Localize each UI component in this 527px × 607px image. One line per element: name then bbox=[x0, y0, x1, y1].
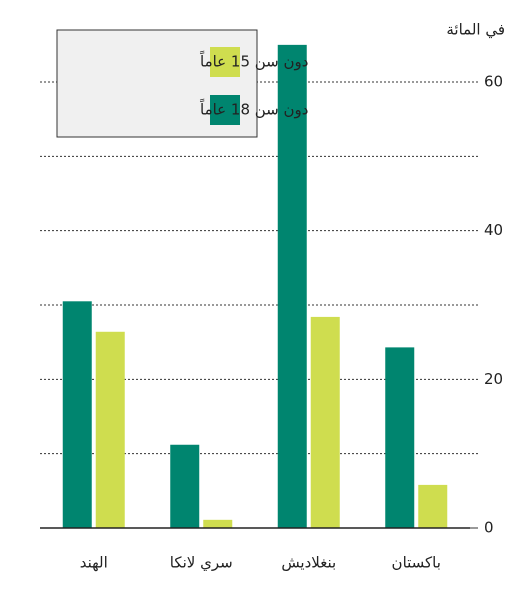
y-tick-label: 40 bbox=[484, 221, 503, 239]
y-tick-label: 20 bbox=[484, 370, 503, 388]
x-tick-label: باكستان bbox=[392, 554, 441, 572]
bar bbox=[95, 331, 125, 528]
x-tick-label: الهند bbox=[80, 554, 108, 572]
y-axis-label: في المائة bbox=[446, 21, 505, 40]
legend-swatch bbox=[210, 95, 240, 125]
y-tick-label: 60 bbox=[484, 73, 503, 91]
bar bbox=[203, 519, 233, 528]
legend-swatch bbox=[210, 47, 240, 77]
bar bbox=[310, 316, 340, 528]
x-tick-label: بنغلاديش bbox=[281, 554, 336, 572]
bar bbox=[277, 44, 307, 529]
bar bbox=[170, 444, 200, 528]
y-tick-label: 0 bbox=[484, 519, 494, 537]
bar bbox=[418, 484, 448, 528]
legend-label: دون سن 15 عاماً bbox=[199, 50, 308, 70]
bar bbox=[62, 301, 92, 528]
legend-label: دون سن 18 عاماً bbox=[199, 98, 308, 118]
bar bbox=[385, 347, 415, 528]
x-tick-label: سري لانكا bbox=[170, 554, 233, 573]
